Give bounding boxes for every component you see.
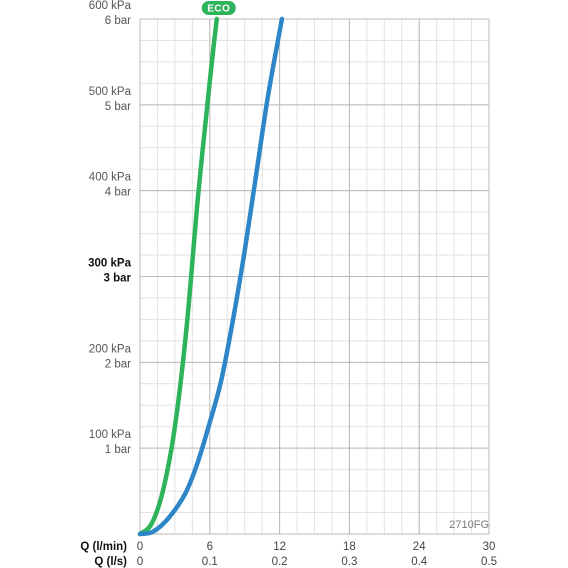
product-code: 2710FG <box>449 519 489 531</box>
x-axis-label-ls: Q (l/s) <box>94 556 127 568</box>
curves <box>137 16 285 537</box>
eco-badge-label: ECO <box>207 4 230 15</box>
x-tick-label-ls: 0 <box>137 556 143 568</box>
eco-curve <box>137 16 220 537</box>
y-tick-label-kpa: 600 kPa <box>89 0 132 12</box>
standard-curve <box>137 16 285 537</box>
x-tick-label-ls: 0.2 <box>272 556 288 568</box>
y-tick-label-bar: 6 bar <box>105 15 131 27</box>
x-tick-label-lmin: 12 <box>273 541 286 553</box>
y-tick-label-kpa: 300 kPa <box>88 258 131 270</box>
y-tick-label-kpa: 400 kPa <box>89 172 132 184</box>
y-tick-label-kpa: 100 kPa <box>89 429 132 441</box>
x-tick-label-lmin: 18 <box>343 541 356 553</box>
y-tick-label-bar: 4 bar <box>105 187 131 199</box>
x-tick-label-lmin: 6 <box>207 541 213 553</box>
y-tick-label-bar: 1 bar <box>105 444 131 456</box>
y-tick-label-kpa: 500 kPa <box>89 86 132 98</box>
y-tick-label-bar: 5 bar <box>105 101 131 113</box>
x-tick-label-ls: 0.5 <box>481 556 497 568</box>
x-tick-label-ls: 0.1 <box>202 556 218 568</box>
x-axis-labels: 0 0 6 0.1 12 0.2 18 0.3 24 0.4 30 0.5 <box>137 541 497 568</box>
y-tick-label-kpa: 200 kPa <box>89 343 132 355</box>
eco-badge-pill <box>201 1 236 15</box>
x-tick-label-lmin: 30 <box>483 541 496 553</box>
y-tick-label-bar: 3 bar <box>104 273 132 285</box>
y-axis-labels: 100 kPa 1 bar 200 kPa 2 bar 300 kPa 3 bar 400 … <box>88 0 131 456</box>
x-tick-label-lmin: 0 <box>137 541 143 553</box>
x-tick-label-ls: 0.3 <box>341 556 357 568</box>
y-tick-label-bar: 2 bar <box>105 358 131 370</box>
x-axis-label-lmin: Q (l/min) <box>80 541 127 553</box>
x-tick-label-ls: 0.4 <box>411 556 428 568</box>
eco-badge: ECO <box>201 1 236 15</box>
x-tick-label-lmin: 24 <box>413 541 426 553</box>
